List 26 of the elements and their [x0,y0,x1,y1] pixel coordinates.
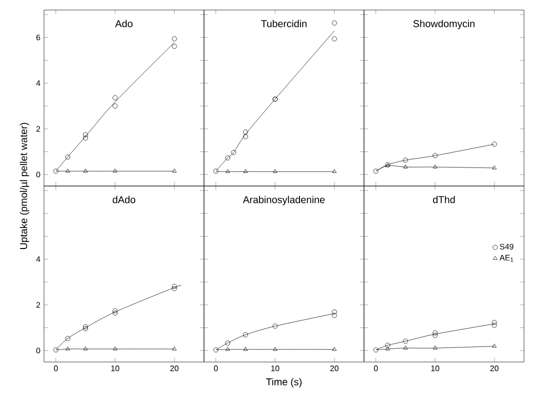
text: dThd [433,196,455,204]
legend-label: S49 [500,244,514,250]
x-tick-label: 0 [54,366,58,372]
text: Arabinosyladenine [242,196,325,206]
x-tick-label: 0 [374,366,378,372]
x-axis-title: Time (s) [266,378,302,388]
y-tick-label: 4 [36,80,40,86]
x-tick-label: 10 [431,366,440,372]
x-tick-label: 20 [170,366,179,372]
y-tick-label: 2 [36,302,40,308]
x-tick-label: 10 [111,366,120,372]
y-tick-label: 6 [36,34,40,40]
y-axis-title: Uptake (pmol/µl pellet water) [20,122,30,249]
x-tick-label: 0 [214,366,218,372]
text: Ado [115,20,132,28]
x-tick-label: 20 [330,366,339,372]
x-tick-label: 10 [271,366,280,372]
y-tick-label: 0 [36,348,40,354]
text: dAdo [112,196,136,204]
x-tick-label: 20 [490,366,499,372]
y-tick-label: 4 [36,256,40,262]
y-tick-label: 2 [36,126,40,132]
y-tick-label: 0 [36,172,40,178]
text: Showdomycin [413,20,474,30]
legend-label: AE$_{1}$ [500,254,514,262]
text: Tubercidin [261,20,307,28]
